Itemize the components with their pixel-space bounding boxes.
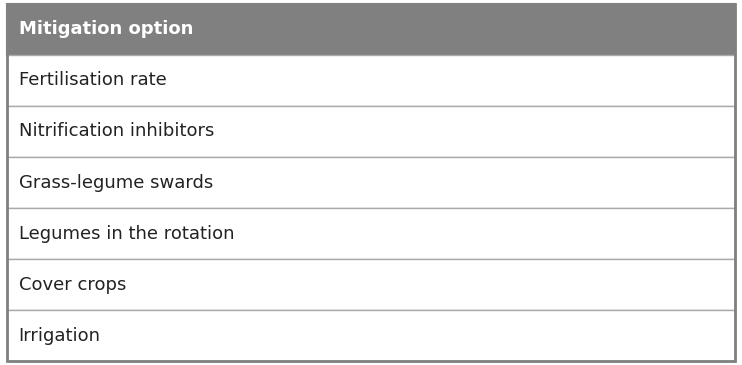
Text: Nitrification inhibitors: Nitrification inhibitors bbox=[19, 122, 214, 141]
FancyBboxPatch shape bbox=[7, 310, 735, 361]
Text: Fertilisation rate: Fertilisation rate bbox=[19, 71, 166, 89]
Text: Cover crops: Cover crops bbox=[19, 276, 126, 294]
Text: Irrigation: Irrigation bbox=[19, 327, 101, 345]
FancyBboxPatch shape bbox=[7, 4, 735, 55]
FancyBboxPatch shape bbox=[7, 259, 735, 310]
FancyBboxPatch shape bbox=[7, 208, 735, 259]
FancyBboxPatch shape bbox=[7, 106, 735, 157]
Text: Mitigation option: Mitigation option bbox=[19, 20, 193, 38]
Text: Grass-legume swards: Grass-legume swards bbox=[19, 173, 213, 192]
FancyBboxPatch shape bbox=[7, 55, 735, 106]
FancyBboxPatch shape bbox=[7, 157, 735, 208]
Text: Legumes in the rotation: Legumes in the rotation bbox=[19, 224, 234, 243]
